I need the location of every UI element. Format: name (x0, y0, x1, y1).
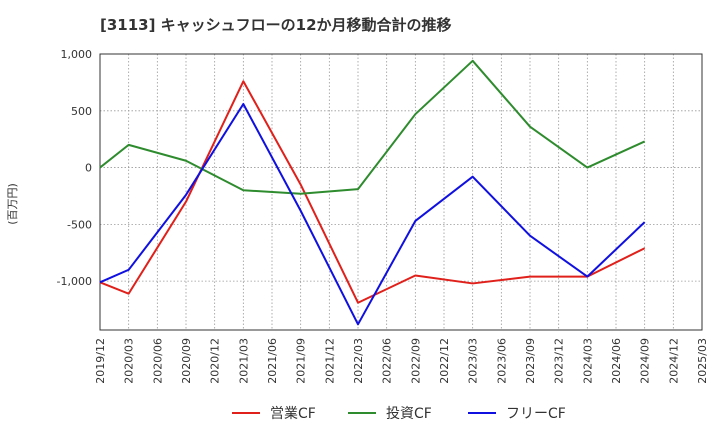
x-tick-label: 2020/03 (123, 338, 136, 384)
x-tick-label: 2022/03 (352, 338, 365, 384)
x-tick-label: 2021/12 (323, 338, 336, 384)
x-tick-label: 2021/09 (295, 338, 308, 384)
legend-label: 投資CF (386, 406, 432, 422)
chart-title: [3113] キャッシュフローの12か月移動合計の推移 (100, 16, 452, 34)
y-tick-label: 1,000 (61, 48, 93, 61)
series-line-3 (99, 102, 646, 326)
legend-label: 営業CF (270, 406, 316, 422)
y-tick-label: 500 (71, 105, 92, 118)
y-tick-label: -1,000 (57, 275, 92, 288)
legend: 営業CF 投資CF フリーCF (232, 406, 566, 422)
legend-label: フリーCF (506, 406, 566, 422)
x-tick-label: 2020/12 (209, 338, 222, 384)
y-tick-label: -500 (67, 218, 92, 231)
x-tick-label: 2022/06 (381, 338, 394, 384)
x-tick-label: 2019/12 (94, 338, 107, 384)
y-tick-label: 0 (85, 162, 92, 175)
series-line-1 (99, 80, 646, 304)
plot-border (99, 53, 703, 331)
x-tick-label: 2023/09 (524, 338, 537, 384)
x-tick-label: 2020/09 (180, 338, 193, 384)
x-tick-label: 2021/06 (266, 338, 279, 384)
x-tick-label: 2021/03 (237, 338, 250, 384)
x-tick-label: 2024/06 (610, 338, 623, 384)
plot-area: 1,000 500 0 -500 -1,000 2019/12 2020/03 2020/06… (57, 48, 709, 384)
x-tick-label: 2022/09 (409, 338, 422, 384)
x-tick-label: 2022/12 (438, 338, 451, 384)
x-tick-label: 2024/09 (639, 338, 652, 384)
x-tick-label: 2025/03 (696, 338, 709, 384)
y-axis-label: (百万円) (6, 183, 19, 225)
x-tick-label: 2024/12 (667, 338, 680, 384)
x-tick-label: 2024/03 (581, 338, 594, 384)
x-tick-label: 2023/12 (553, 338, 566, 384)
x-tick-label: 2023/03 (467, 338, 480, 384)
x-tick-label: 2020/06 (151, 338, 164, 384)
x-tick-label: 2023/06 (495, 338, 508, 384)
series-line-2 (99, 59, 646, 195)
